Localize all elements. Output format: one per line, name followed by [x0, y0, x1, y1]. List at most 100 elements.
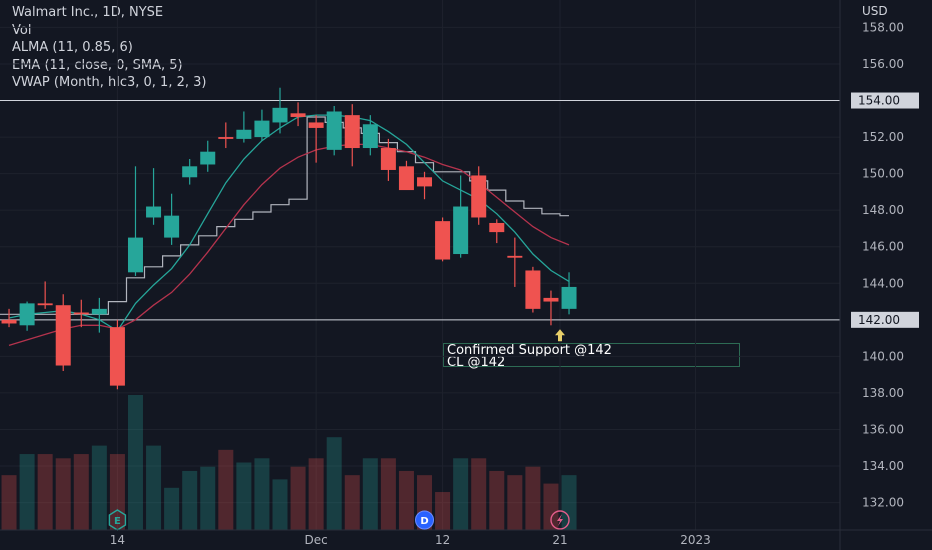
candle-body — [453, 206, 469, 255]
price-tick-label: 158.00 — [862, 20, 904, 34]
lightning-icon[interactable] — [550, 510, 570, 530]
currency-label: USD — [862, 4, 888, 18]
chart-legend: Walmart Inc., 1D, NYSE Vol ALMA (11, 0.8… — [12, 4, 206, 92]
time-tick-label: 2023 — [680, 533, 711, 547]
volume-bar — [73, 454, 89, 530]
candle[interactable] — [380, 138, 396, 181]
price-tick-label: 136.00 — [862, 422, 904, 436]
candle-body — [380, 148, 396, 170]
candle-body — [507, 255, 523, 258]
candle[interactable] — [362, 115, 378, 156]
price-tick-label: 138.00 — [862, 386, 904, 400]
candle-body — [290, 113, 306, 117]
candle[interactable] — [146, 168, 162, 225]
annotation-line-2: CL @142 — [447, 354, 506, 370]
volume-bar — [19, 454, 35, 530]
volume-bar — [1, 475, 17, 530]
candle-body — [91, 308, 107, 315]
candle[interactable] — [471, 166, 487, 225]
price-tick-label: 150.00 — [862, 167, 904, 181]
candle[interactable] — [109, 319, 125, 390]
annotation-line-1: Confirmed Support @142 — [447, 343, 612, 358]
volume-bar — [308, 458, 324, 530]
volume-bar — [200, 466, 216, 530]
volume-bar — [435, 492, 451, 530]
volume-bar — [146, 445, 162, 530]
split-circle — [550, 510, 570, 530]
lightning-bolt — [557, 514, 563, 526]
price-tick-label: 148.00 — [862, 203, 904, 217]
candle[interactable] — [218, 122, 234, 149]
candle[interactable] — [507, 237, 523, 287]
candle[interactable] — [435, 217, 451, 262]
legend-ema[interactable]: EMA (11, close, 0, SMA, 5) — [12, 57, 183, 73]
candle-body — [543, 297, 559, 302]
support-annotation[interactable]: Confirmed Support @142 CL @142 — [443, 343, 740, 370]
candle-body — [254, 120, 270, 138]
candle[interactable] — [308, 115, 324, 163]
candle[interactable] — [561, 272, 577, 315]
volume-bar — [272, 479, 288, 530]
candle[interactable] — [290, 102, 306, 127]
candle[interactable] — [272, 87, 288, 134]
symbol-title[interactable]: Walmart Inc., 1D, NYSE — [12, 5, 164, 20]
legend-volume[interactable]: Vol — [12, 22, 32, 38]
time-tick-label: 12 — [435, 533, 450, 547]
time-tick-label: 14 — [110, 533, 125, 547]
candle[interactable] — [543, 290, 559, 326]
candle-body — [326, 111, 342, 150]
volume-bar — [398, 470, 414, 530]
candle[interactable] — [344, 104, 360, 167]
volume-bar — [236, 462, 252, 530]
candle-body — [182, 166, 198, 178]
candle[interactable] — [182, 159, 198, 185]
candle[interactable] — [417, 171, 433, 200]
candle-body — [1, 319, 17, 324]
volume-bar — [507, 475, 523, 530]
volume-bar — [543, 483, 559, 530]
dividend-circle — [415, 510, 435, 530]
candle[interactable] — [398, 160, 414, 191]
price-tick-label: 156.00 — [862, 57, 904, 71]
candle-body — [525, 270, 541, 309]
candle-body — [55, 305, 71, 366]
price-line-label: 142.00 — [858, 313, 900, 327]
volume-bar — [218, 449, 234, 530]
volume-bar — [109, 454, 125, 530]
candle-body — [73, 312, 89, 315]
candle[interactable] — [525, 266, 541, 313]
volume-bar — [164, 487, 180, 530]
time-tick-label: Dec — [305, 533, 328, 547]
price-line-label: 154.00 — [858, 94, 900, 108]
legend-vwap[interactable]: VWAP (Month, hlc3, 0, 1, 2, 3) — [12, 75, 207, 90]
candle[interactable] — [326, 106, 342, 156]
dividend-icon[interactable]: D — [415, 510, 435, 530]
candle-body — [344, 115, 360, 149]
candle[interactable] — [73, 299, 89, 328]
candle[interactable] — [489, 219, 505, 244]
volume-bar — [55, 458, 71, 530]
candle-body — [200, 151, 216, 165]
legend-alma[interactable]: ALMA (11, 0.85, 6) — [12, 40, 133, 55]
candle[interactable] — [453, 175, 469, 258]
candle[interactable] — [19, 301, 35, 331]
candle[interactable] — [236, 111, 252, 143]
candle-body — [272, 107, 288, 123]
candle[interactable] — [91, 297, 107, 333]
candle[interactable] — [164, 193, 180, 245]
candle[interactable] — [1, 308, 17, 328]
ema-line — [8, 143, 570, 347]
volume-bar — [344, 475, 360, 530]
candle[interactable] — [55, 294, 71, 371]
volume-bar — [471, 458, 487, 530]
earnings-label: E — [114, 516, 121, 527]
candle[interactable] — [200, 140, 216, 172]
candle[interactable] — [254, 109, 270, 141]
candle[interactable] — [37, 281, 53, 309]
candle-body — [146, 206, 162, 218]
candle[interactable] — [127, 166, 143, 276]
volume-bar — [362, 458, 378, 530]
volume-bar — [182, 470, 198, 530]
candle-body — [164, 215, 180, 238]
